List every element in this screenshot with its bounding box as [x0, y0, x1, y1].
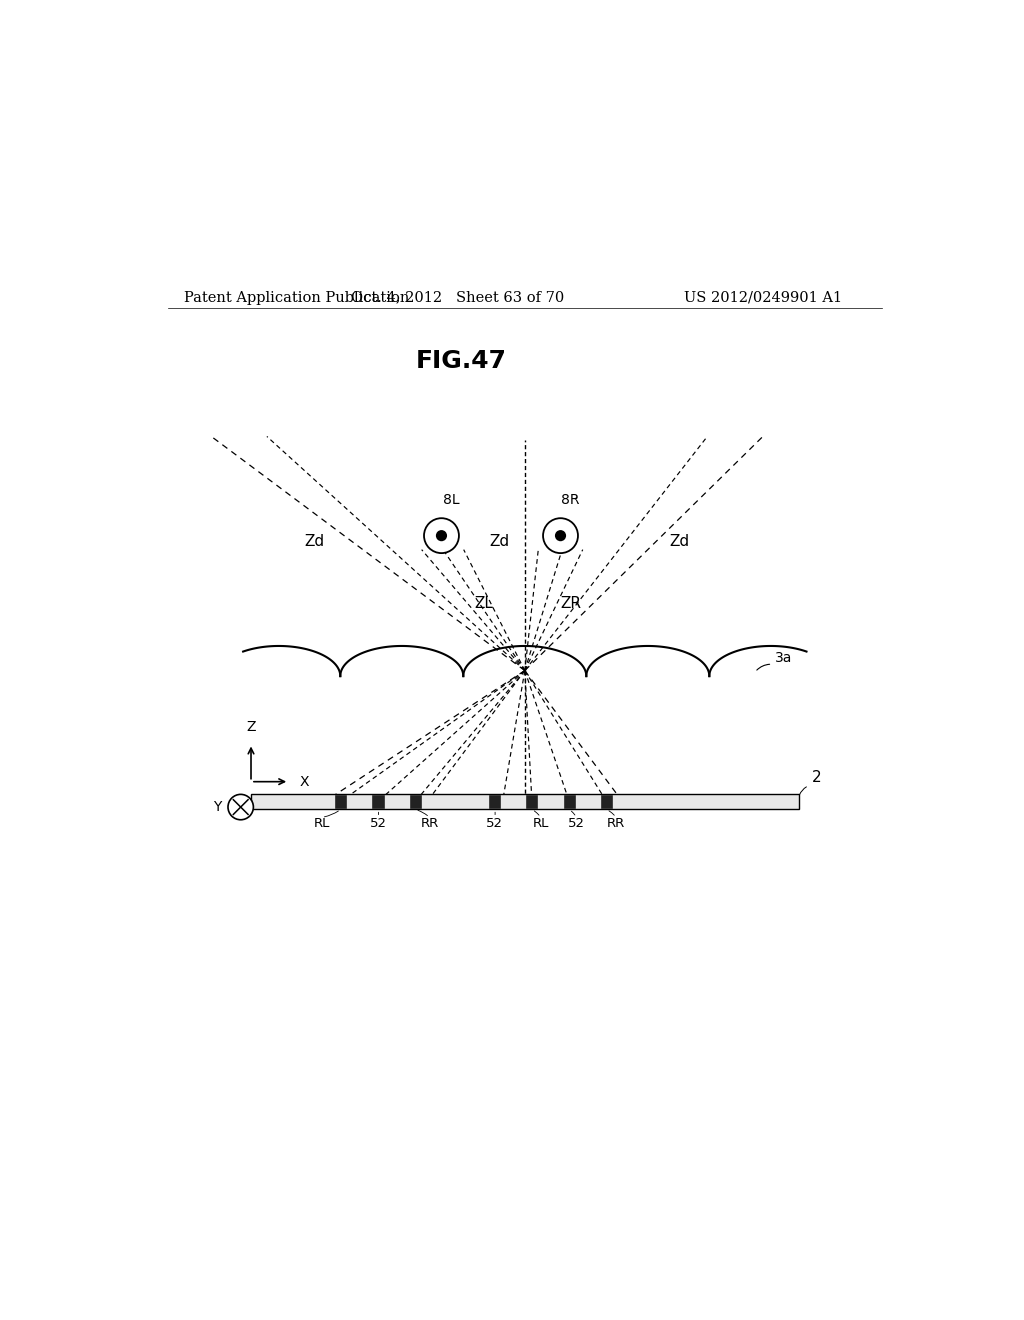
- Text: 52: 52: [370, 817, 386, 830]
- Text: Zd: Zd: [489, 533, 510, 549]
- Bar: [601, 795, 612, 808]
- Text: RR: RR: [607, 817, 626, 830]
- Text: RL: RL: [532, 817, 549, 830]
- Text: 52: 52: [568, 817, 585, 830]
- Text: 8R: 8R: [561, 494, 580, 507]
- Text: Y: Y: [213, 800, 221, 814]
- Circle shape: [424, 519, 459, 553]
- Circle shape: [436, 531, 447, 541]
- Text: ZR: ZR: [560, 595, 582, 611]
- Text: US 2012/0249901 A1: US 2012/0249901 A1: [684, 290, 842, 305]
- Text: Zd: Zd: [304, 533, 325, 549]
- Circle shape: [228, 795, 253, 820]
- Bar: [563, 795, 574, 808]
- Circle shape: [555, 531, 566, 541]
- Text: Zd: Zd: [670, 533, 689, 549]
- Text: FIG.47: FIG.47: [416, 348, 507, 374]
- Text: Patent Application Publication: Patent Application Publication: [183, 290, 409, 305]
- Text: 3a: 3a: [775, 651, 793, 665]
- Bar: [335, 795, 346, 808]
- Bar: [410, 795, 421, 808]
- Text: ZL: ZL: [474, 595, 493, 611]
- Text: RL: RL: [313, 817, 330, 830]
- Text: X: X: [299, 775, 309, 788]
- Text: 2: 2: [812, 771, 821, 785]
- Text: Oct. 4, 2012   Sheet 63 of 70: Oct. 4, 2012 Sheet 63 of 70: [350, 290, 564, 305]
- Circle shape: [543, 519, 578, 553]
- Text: 8L: 8L: [442, 494, 460, 507]
- Bar: [373, 795, 384, 808]
- Text: RR: RR: [421, 817, 438, 830]
- Text: Z: Z: [246, 719, 256, 734]
- Text: 52: 52: [486, 817, 503, 830]
- Bar: [526, 795, 538, 808]
- Bar: [489, 795, 500, 808]
- Bar: [251, 793, 799, 809]
